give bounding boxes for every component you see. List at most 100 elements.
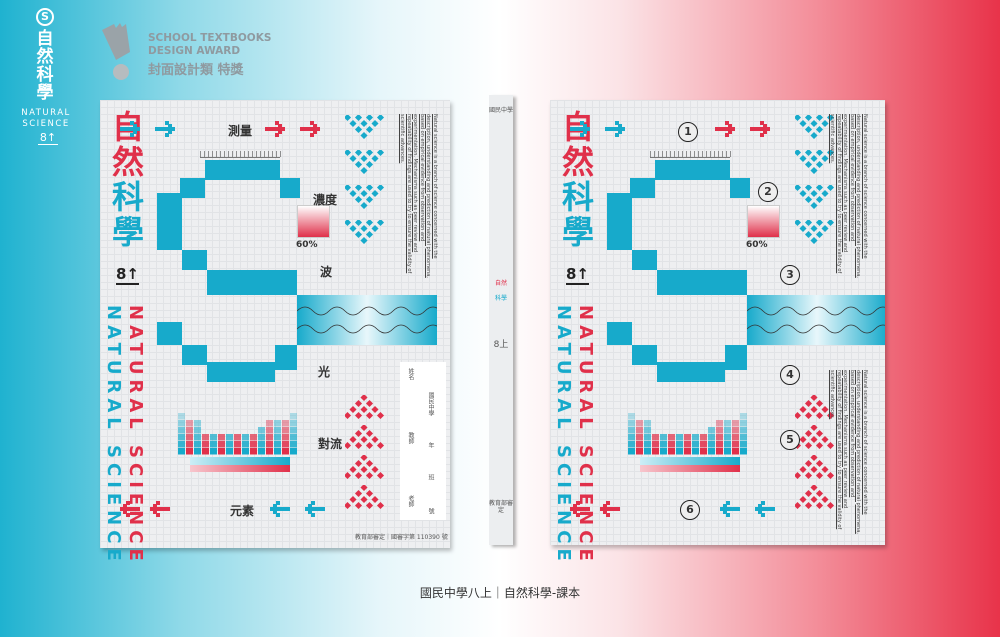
arrow-right-icon xyxy=(120,120,141,138)
triangle-down-dots-icon xyxy=(343,113,391,140)
label-percent: 60% xyxy=(296,240,318,250)
arrow-left-icon xyxy=(600,500,621,518)
label-convection: 對流 xyxy=(318,437,343,451)
triangle-down-dots-icon xyxy=(793,113,841,140)
namebox-year: 年 xyxy=(427,442,434,448)
triangle-up-dots-icon xyxy=(343,453,391,480)
namebox-number: 號 xyxy=(427,508,434,514)
s-letter-block xyxy=(630,178,655,198)
cover-english-cyan: NATURAL SCIENCE xyxy=(553,305,574,566)
arrow-left-icon xyxy=(120,500,141,518)
label-light: 4 xyxy=(780,365,800,385)
science-paragraph: Natural science is a branch of science c… xyxy=(829,114,869,278)
s-letter-block xyxy=(207,270,297,295)
s-letter-block xyxy=(275,345,297,370)
s-letter-block xyxy=(657,362,725,382)
wave-band xyxy=(746,295,892,345)
arrow-left-icon xyxy=(570,500,591,518)
triangle-down-dots-icon xyxy=(343,148,391,175)
label-concentration: 濃度 xyxy=(313,193,338,207)
brand-title: 自然科學 xyxy=(36,29,54,103)
spine-grade: 8上 xyxy=(493,340,509,350)
ruler-icon xyxy=(200,144,281,158)
arrow-right-icon xyxy=(715,120,736,138)
triangle-up-dots-icon xyxy=(793,393,841,420)
label-wave: 3 xyxy=(780,265,800,285)
spine-title-red: 自然 xyxy=(494,280,507,287)
s-letter-block xyxy=(157,322,182,345)
circled-number-light: 4 xyxy=(780,365,800,385)
s-letter-block xyxy=(180,178,205,198)
arrow-left-icon xyxy=(150,500,171,518)
triangle-down-dots-icon xyxy=(793,148,841,175)
cover-english-red: NATURAL SCIENCE xyxy=(125,305,146,566)
science-paragraph: Natural science is a branch of science c… xyxy=(399,114,439,278)
triangle-up-dots-icon xyxy=(343,423,391,450)
arrow-left-icon xyxy=(270,500,291,518)
cover-title-char: 學 xyxy=(562,213,595,251)
arrow-left-icon xyxy=(720,500,741,518)
front-cover-student: 自然科學 8↑ NATURAL SCIENCE NATURAL SCIENCE 測量 濃度… xyxy=(100,100,450,566)
circled-number-element: 6 xyxy=(680,500,700,520)
namebox-teacher: 教師 xyxy=(407,432,414,444)
spine-school: 國民中學 xyxy=(489,107,514,114)
triangle-down-dots-icon xyxy=(343,218,391,245)
label-light: 光 xyxy=(318,365,331,379)
concentration-swatch xyxy=(297,205,330,238)
s-letter-block xyxy=(632,345,657,365)
s-letter-block xyxy=(205,160,280,180)
element-bar-chart xyxy=(178,400,298,456)
cover-title-char: 科 xyxy=(112,178,145,216)
gradient-scale-bar xyxy=(190,457,290,473)
arrow-right-icon xyxy=(605,120,626,138)
arrow-right-icon xyxy=(300,120,321,138)
concentration-swatch xyxy=(747,205,780,238)
arrow-right-icon xyxy=(265,120,286,138)
ruler-icon xyxy=(650,144,731,158)
cover-title-char: 科 xyxy=(562,178,595,216)
circled-number-measure: 1 xyxy=(678,122,698,142)
award-category: 封面設計類 特獎 xyxy=(148,63,244,78)
cover-title-char: 然 xyxy=(112,143,145,181)
triangle-down-dots-icon xyxy=(793,183,841,210)
namebox-mentor: 老師 xyxy=(407,495,414,507)
approval-number: 教育部審定｜國審字第 110390 號 xyxy=(355,534,448,541)
label-concentration: 2 xyxy=(758,182,778,202)
arrow-left-icon xyxy=(755,500,776,518)
brand-english: NATURAL SCIENCE xyxy=(21,108,71,129)
s-letter-block xyxy=(207,362,275,382)
arrow-left-icon xyxy=(305,500,326,518)
circled-number-wave: 3 xyxy=(780,265,800,285)
caption: 國民中學八上｜自然科學-課本 xyxy=(419,586,581,600)
namebox-class: 班 xyxy=(427,474,434,480)
arrow-right-icon xyxy=(750,120,771,138)
brand-grade: 8↑ xyxy=(38,131,58,145)
label-convection: 5 xyxy=(780,430,800,450)
cover-title-char: 然 xyxy=(562,143,595,181)
cover-english-cyan: NATURAL SCIENCE xyxy=(103,305,124,566)
label-wave: 波 xyxy=(320,265,333,279)
label-element: 元素 xyxy=(230,504,255,518)
brand-panel: S 自然科學 NATURAL SCIENCE 8↑ xyxy=(0,0,100,160)
cover-grade: 8↑ xyxy=(116,265,140,285)
cover-grade: 8↑ xyxy=(566,265,590,285)
circled-number-concentration: 2 xyxy=(758,182,778,202)
s-letter-block xyxy=(182,345,207,365)
award-line2: DESIGN AWARD xyxy=(148,45,241,57)
s-letter-block xyxy=(607,193,632,250)
triangle-down-dots-icon xyxy=(343,183,391,210)
triangle-up-dots-icon xyxy=(343,483,391,510)
spine-approval: 教育部審定 xyxy=(489,500,514,514)
science-paragraph-2: Natural science is a branch of science c… xyxy=(829,370,869,534)
label-measure: 測量 xyxy=(228,124,253,138)
triangle-up-dots-icon xyxy=(793,453,841,480)
label-measure: 1 xyxy=(678,122,698,142)
s-letter-block xyxy=(655,160,730,180)
arrow-right-icon xyxy=(155,120,176,138)
triangle-down-dots-icon xyxy=(793,218,841,245)
s-letter-block xyxy=(607,322,632,345)
element-bar-chart xyxy=(628,400,748,456)
s-letter-block xyxy=(725,345,747,370)
s-letter-block xyxy=(157,193,182,250)
circled-number-convection: 5 xyxy=(780,430,800,450)
